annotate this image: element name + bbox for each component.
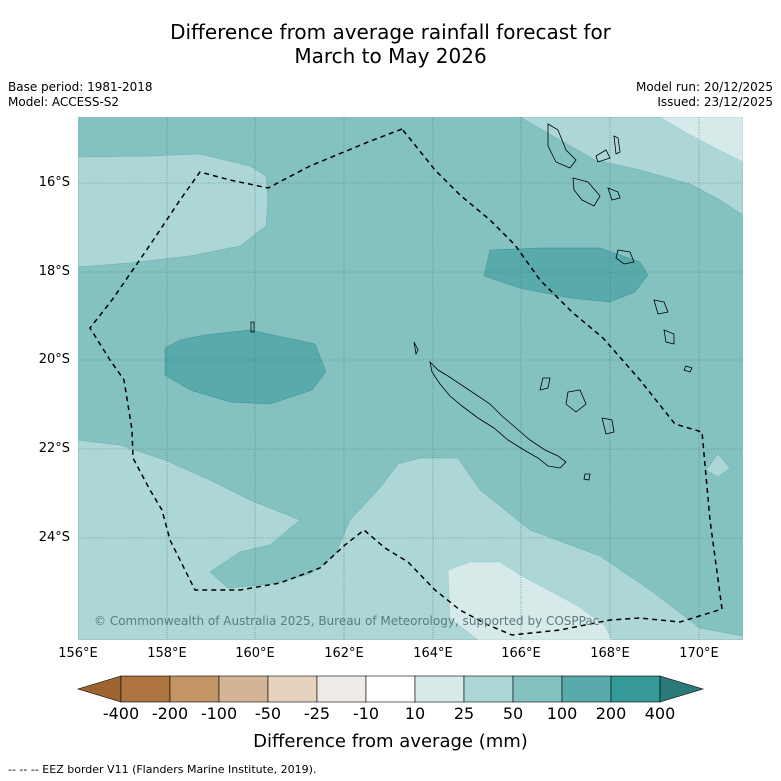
cb-tick-1: -400 [102,704,140,723]
island-west-small [250,321,255,333]
colorbar-segment [218,675,269,703]
island-small-2 [583,473,591,481]
eez-border [89,128,723,636]
colorbar-segment [561,675,612,703]
colorbar-segment [610,675,661,703]
meta-left: Base period: 1981-2018 Model: ACCESS-S2 [8,80,153,110]
cb-tick-10: 100 [546,704,578,723]
lat-label-16s: 16°S [38,175,70,190]
cb-tick-4: -50 [254,704,282,723]
lat-label-24s: 24°S [38,530,70,545]
lat-label-18s: 18°S [38,264,70,279]
vanuatu-tanna [663,329,675,345]
base-period: Base period: 1981-2018 [8,80,153,94]
issued-date: Issued: 23/12/2025 [657,95,773,109]
map-title: Difference from average rainfall forecas… [0,20,781,68]
loyalty-island-1 [539,377,551,391]
vanuatu-aneityum [683,365,693,373]
region-25-50-south [78,439,743,640]
title-line-1: Difference from average rainfall forecas… [170,20,611,44]
cb-tick-9: 50 [502,704,524,723]
colorbar-segment [267,675,318,703]
cb-tick-12: 400 [644,704,676,723]
lon-label-158e: 158°E [147,646,187,661]
colorbar-segment [120,675,171,703]
colorbar-segment [463,675,514,703]
model-run: Model run: 20/12/2025 [635,80,773,94]
cb-tick-2: -200 [151,704,189,723]
copyright-notice: © Commonwealth of Australia 2025, Bureau… [94,614,600,628]
lon-label-164e: 164°E [413,646,453,661]
vanuatu-malekula [572,177,601,207]
region-25-50-northeast [519,117,743,216]
vanuatu-island-5 [607,187,621,201]
map-area [78,117,743,640]
new-caledonia-island [429,360,567,469]
island-small [413,341,419,356]
lat-label-20s: 20°S [38,352,70,367]
lon-label-170e: 170°E [679,646,719,661]
cb-tick-5: -25 [303,704,331,723]
lon-label-160e: 160°E [235,646,275,661]
lon-label-162e: 162°E [324,646,364,661]
cb-tick-3: -100 [200,704,238,723]
title-line-2: March to May 2026 [294,44,487,68]
cb-tick-11: 200 [595,704,627,723]
region-10-25-south [447,561,613,640]
vanuatu-efate [615,249,635,265]
lat-label-22s: 22°S [38,441,70,456]
colorbar-segment [414,675,465,703]
region-100-200-east [483,247,649,303]
colorbar-min-arrow [76,675,122,703]
lon-label-156e: 156°E [58,646,98,661]
loyalty-island-3 [601,417,615,435]
model-name: Model: ACCESS-S2 [8,95,120,109]
region-25-50-east-patch [705,453,731,478]
vanuatu-island-2 [595,149,611,163]
vanuatu-island-3 [613,135,621,155]
region-10-25-northeast [659,117,743,163]
graticule [78,117,743,640]
cb-tick-7: 10 [404,704,426,723]
loyalty-island-2 [565,389,587,413]
colorbar-segment [512,675,563,703]
colorbar-segment [169,675,220,703]
cb-tick-6: -10 [352,704,380,723]
vanuatu-espiritu-santo [547,123,577,169]
colorbar-segment [316,675,367,703]
colorbar-max-arrow [659,675,705,703]
lon-label-166e: 166°E [501,646,541,661]
colorbar [76,675,705,703]
cb-tick-8: 25 [453,704,475,723]
region-100-200-west [164,329,327,405]
footer-note: -- -- -- EEZ border V11 (Flanders Marine… [8,763,317,776]
colorbar-label: Difference from average (mm) [253,731,528,752]
meta-right: Model run: 20/12/2025 Issued: 23/12/2025 [636,80,773,110]
lon-label-168e: 168°E [590,646,630,661]
colorbar-segment [365,675,416,703]
vanuatu-erromango [653,299,669,315]
